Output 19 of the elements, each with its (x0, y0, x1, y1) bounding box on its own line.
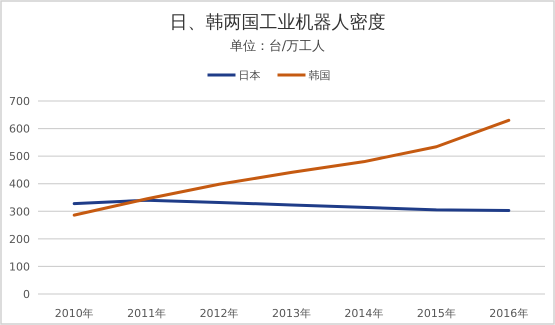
subtitle: 单位：台/万工人 (230, 39, 326, 54)
ytick-label: 300 (9, 205, 30, 218)
ytick-label: 500 (9, 150, 30, 164)
ytick-label: 100 (9, 260, 30, 274)
xtick-label: 2012年 (200, 307, 239, 320)
xtick-label: 2016年 (489, 307, 528, 320)
ytick-label: 400 (9, 178, 30, 191)
xtick-label: 2010年 (54, 307, 94, 320)
ytick-label: 700 (9, 95, 30, 108)
title: 日、韩两国工业机器人密度 (170, 12, 386, 33)
xtick-label: 2015年 (416, 307, 456, 320)
ytick-label: 600 (9, 122, 30, 136)
ytick-label: 200 (9, 232, 30, 246)
xtick-label: 2014年 (344, 307, 384, 320)
legend-label: 韩国 (308, 69, 330, 82)
xtick-label: 2011年 (127, 307, 166, 320)
xtick-label: 2013年 (272, 307, 311, 320)
ytick-label: 0 (23, 288, 30, 301)
legend-label: 日本 (238, 69, 260, 82)
